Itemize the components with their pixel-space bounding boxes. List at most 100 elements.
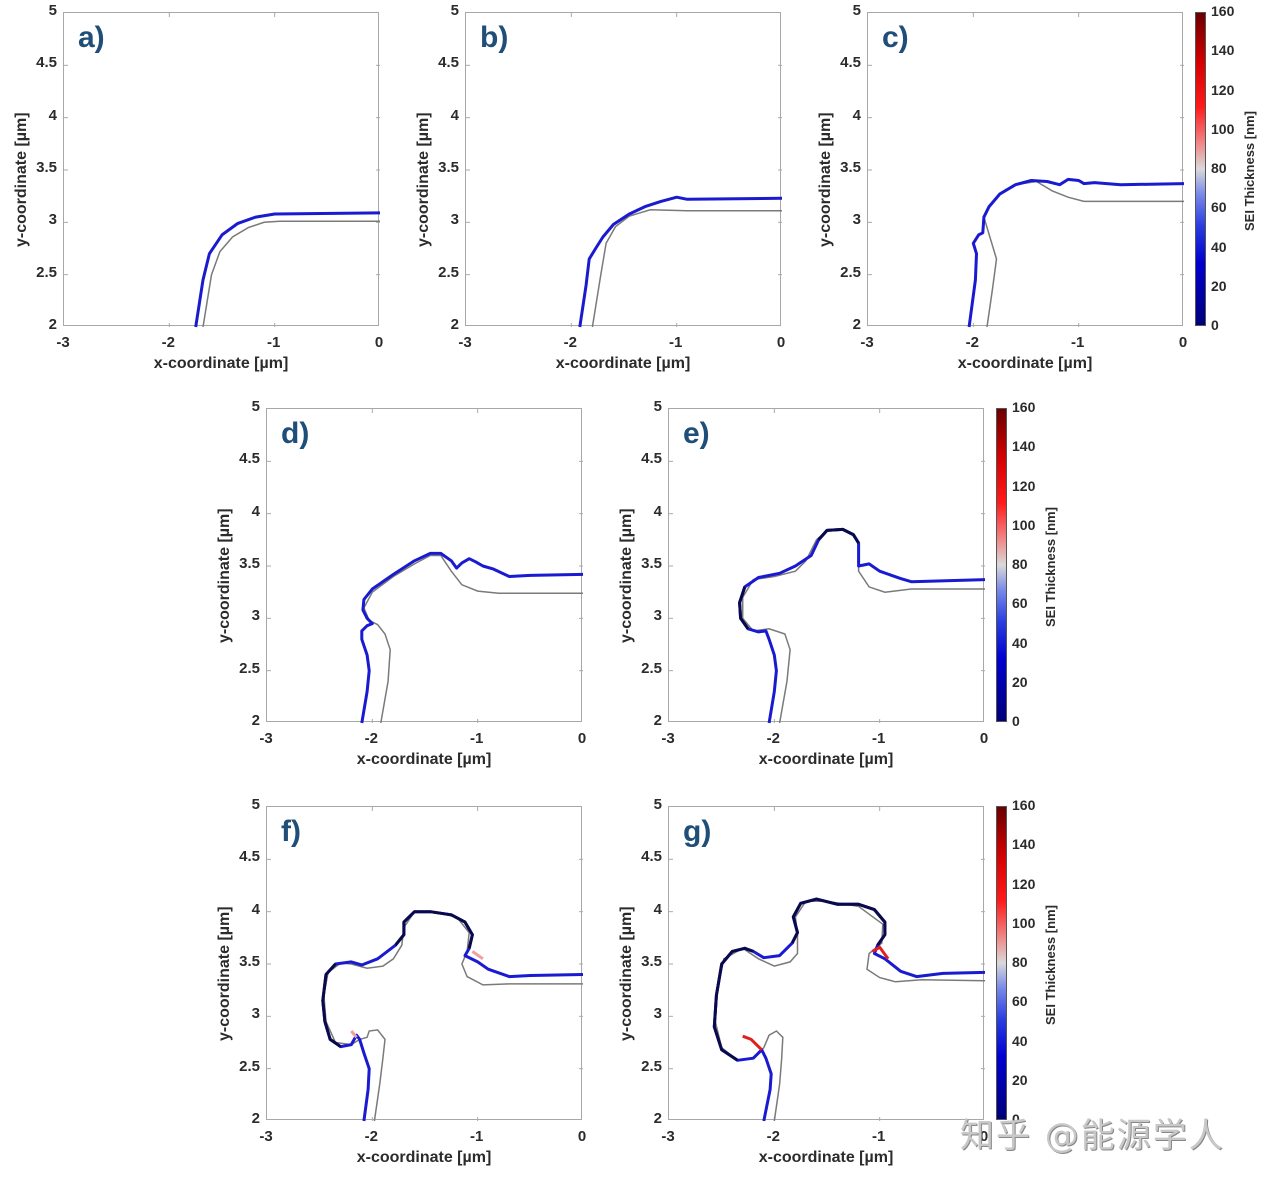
panel-label: c) [882, 21, 909, 54]
y-tick-label: 4 [450, 106, 459, 124]
x-tick-label: -3 [458, 334, 472, 351]
electrode-surface-line [591, 209, 782, 328]
y-tick-label: 2 [852, 316, 861, 333]
x-tick-label: -1 [871, 1128, 886, 1145]
colorbar-tick-label: 160 [1012, 399, 1036, 415]
colorbar-tick-label: 100 [1211, 120, 1235, 137]
y-axis-label: y-coordinate [µm] [216, 906, 233, 1041]
y-tick-label: 3 [48, 211, 57, 229]
x-tick-label: -1 [469, 1128, 484, 1145]
sei-surface-line [712, 897, 986, 1122]
x-tick-label: -1 [668, 334, 683, 351]
colorbar-tick-label: 160 [1211, 3, 1235, 19]
x-tick-label: 0 [1178, 334, 1188, 351]
y-tick-label: 2 [251, 712, 260, 729]
electrode-surface-line [741, 528, 985, 724]
x-tick-label: -1 [266, 334, 281, 351]
x-tick-label: -3 [56, 334, 70, 351]
panel-label: a) [78, 21, 105, 54]
y-tick-label: 4.5 [438, 54, 459, 72]
y-tick-label: 2 [251, 1110, 260, 1127]
y-tick-label: 3.5 [239, 953, 260, 970]
colorbar-tick-label: 140 [1211, 42, 1235, 59]
x-tick-label: -1 [871, 730, 886, 747]
x-tick-label: -3 [661, 730, 675, 747]
colorbar-tick-label: 120 [1012, 477, 1036, 494]
plot-area [669, 807, 986, 1122]
x-tick-label: -3 [860, 334, 874, 351]
x-tick-label: -2 [161, 334, 175, 351]
sei-surface-line [578, 195, 783, 328]
y-tick-label: 2.5 [239, 659, 260, 677]
axes-panel-d: d) [266, 408, 584, 724]
y-tick-label: 2 [653, 712, 662, 729]
y-tick-label: 2 [653, 1110, 662, 1127]
y-tick-label: 4.5 [239, 848, 260, 866]
x-tick-label: 0 [776, 334, 786, 351]
y-tick-label: 4 [653, 502, 662, 520]
y-tick-label: 3.5 [641, 953, 662, 970]
y-tick-label: 5 [48, 2, 57, 19]
watermark: 知乎 @能源学人 [960, 1116, 1225, 1156]
y-tick-label: 2.5 [438, 263, 459, 281]
colorbar-sei-thickness [1195, 12, 1206, 326]
sei-thick-segment [871, 945, 890, 960]
axes-panel-g: g) [668, 806, 986, 1122]
electrode-surface-line [323, 910, 583, 1122]
plot-area [267, 409, 584, 724]
axes-panel-c: c) [867, 12, 1185, 328]
colorbar-tick-label: 120 [1012, 875, 1036, 892]
colorbar-tick-label: 20 [1211, 277, 1227, 294]
x-tick-label: 0 [374, 334, 384, 351]
y-tick-label: 4 [852, 106, 861, 124]
y-tick-label: 5 [251, 796, 260, 813]
y-tick-label: 3.5 [641, 555, 662, 572]
y-tick-label: 2.5 [239, 1057, 260, 1075]
y-tick-label: 4 [48, 106, 57, 124]
x-tick-label: -2 [364, 1128, 378, 1145]
y-axis-label: y-coordinate [µm] [13, 112, 30, 247]
axes-panel-b: b) [465, 12, 783, 328]
x-axis-label: x-coordinate [µm] [153, 355, 289, 372]
y-tick-label: 3 [450, 211, 459, 229]
electrode-surface-line [202, 220, 380, 328]
y-tick-label: 3.5 [840, 159, 861, 176]
y-tick-label: 3 [653, 607, 662, 625]
y-tick-label: 5 [450, 2, 459, 19]
colorbar-tick-label: 80 [1211, 160, 1227, 176]
x-tick-label: -2 [364, 730, 378, 747]
plot-area [669, 409, 986, 724]
sei-thin-segment [321, 910, 474, 1048]
x-tick-label: -1 [469, 730, 484, 747]
sei-surface-line [967, 177, 1185, 328]
x-axis-label: x-coordinate [µm] [356, 1149, 492, 1166]
y-tick-label: 4.5 [641, 848, 662, 866]
y-tick-label: 2 [450, 316, 459, 333]
y-tick-label: 2.5 [36, 263, 57, 281]
x-axis-label: x-coordinate [µm] [957, 355, 1093, 372]
y-tick-label: 4 [251, 502, 260, 520]
electrode-surface-line [363, 554, 583, 724]
sei-thin-segment [738, 527, 860, 630]
axes-panel-e: e) [668, 408, 986, 724]
plot-area [868, 13, 1185, 328]
x-axis-label: x-coordinate [µm] [758, 1149, 894, 1166]
sei-thick-segment [471, 950, 484, 961]
x-tick-label: 0 [979, 730, 989, 747]
colorbar-tick-label: 100 [1012, 914, 1036, 931]
y-tick-label: 2.5 [840, 263, 861, 281]
sei-thin-segment [712, 897, 887, 1062]
y-axis-label: y-coordinate [µm] [216, 508, 233, 643]
y-axis-label: y-coordinate [µm] [415, 112, 432, 247]
sei-surface-line [194, 211, 381, 328]
plot-area [466, 13, 783, 328]
sei-surface-line [360, 551, 584, 724]
y-tick-label: 5 [653, 398, 662, 415]
colorbar-tick-label: 100 [1012, 516, 1036, 533]
y-tick-label: 5 [653, 796, 662, 813]
y-tick-label: 2.5 [641, 659, 662, 677]
sei-surface-line [738, 527, 986, 724]
y-axis-label: y-coordinate [µm] [618, 906, 635, 1041]
x-tick-label: -2 [766, 730, 780, 747]
x-tick-label: 0 [979, 1128, 989, 1145]
